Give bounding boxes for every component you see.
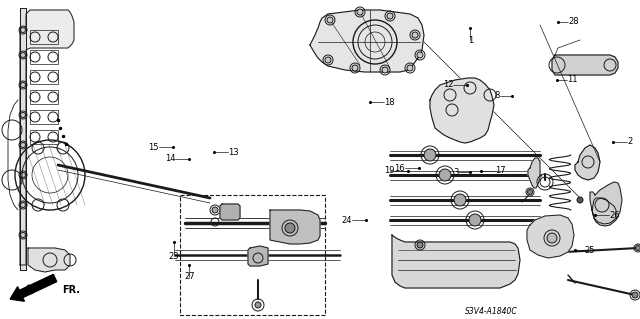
Circle shape bbox=[636, 246, 640, 250]
Polygon shape bbox=[20, 10, 74, 265]
Circle shape bbox=[632, 292, 638, 298]
Circle shape bbox=[424, 149, 436, 161]
Text: 14: 14 bbox=[165, 154, 175, 163]
Text: 8: 8 bbox=[495, 91, 500, 100]
Text: 24: 24 bbox=[342, 216, 352, 225]
Circle shape bbox=[417, 242, 423, 248]
Polygon shape bbox=[270, 210, 320, 244]
Circle shape bbox=[357, 9, 363, 15]
Circle shape bbox=[412, 32, 418, 38]
Polygon shape bbox=[392, 235, 520, 288]
Text: 18: 18 bbox=[384, 98, 394, 107]
Circle shape bbox=[20, 83, 26, 87]
Circle shape bbox=[20, 113, 26, 117]
Circle shape bbox=[352, 65, 358, 71]
Text: 12: 12 bbox=[443, 80, 453, 89]
Text: S3V4-A1840C: S3V4-A1840C bbox=[465, 308, 518, 316]
Circle shape bbox=[387, 13, 393, 19]
Circle shape bbox=[212, 207, 218, 213]
Text: 2: 2 bbox=[627, 137, 632, 146]
Text: 25: 25 bbox=[585, 246, 595, 255]
Circle shape bbox=[382, 67, 388, 73]
Text: 26: 26 bbox=[609, 211, 620, 220]
Circle shape bbox=[285, 223, 295, 233]
Bar bbox=[30, 30, 58, 44]
Circle shape bbox=[547, 233, 557, 243]
Circle shape bbox=[327, 17, 333, 23]
Circle shape bbox=[577, 197, 583, 203]
Polygon shape bbox=[28, 248, 70, 272]
Text: 19: 19 bbox=[384, 166, 394, 175]
Polygon shape bbox=[248, 246, 268, 266]
Bar bbox=[30, 90, 58, 104]
Bar bbox=[30, 130, 58, 144]
Polygon shape bbox=[430, 78, 494, 143]
Circle shape bbox=[20, 53, 26, 57]
Circle shape bbox=[527, 189, 532, 195]
Polygon shape bbox=[310, 10, 424, 72]
Circle shape bbox=[469, 214, 481, 226]
Text: 1: 1 bbox=[468, 36, 473, 45]
Polygon shape bbox=[527, 215, 574, 258]
Text: FR.: FR. bbox=[62, 285, 80, 295]
Circle shape bbox=[407, 65, 413, 71]
Polygon shape bbox=[528, 158, 540, 188]
Polygon shape bbox=[590, 182, 622, 226]
Circle shape bbox=[20, 173, 26, 177]
Circle shape bbox=[454, 194, 466, 206]
Text: 23: 23 bbox=[169, 252, 179, 261]
Polygon shape bbox=[20, 8, 26, 270]
Circle shape bbox=[439, 169, 451, 181]
Polygon shape bbox=[552, 55, 618, 75]
Bar bbox=[30, 50, 58, 64]
Circle shape bbox=[20, 143, 26, 147]
Polygon shape bbox=[220, 204, 240, 220]
Circle shape bbox=[20, 203, 26, 207]
Circle shape bbox=[255, 302, 261, 308]
Text: 13: 13 bbox=[228, 148, 239, 157]
Text: 16: 16 bbox=[395, 164, 405, 173]
Text: 15: 15 bbox=[148, 143, 159, 152]
Circle shape bbox=[417, 52, 423, 58]
FancyArrow shape bbox=[10, 274, 57, 301]
Text: 27: 27 bbox=[184, 272, 195, 281]
Polygon shape bbox=[575, 145, 600, 180]
Circle shape bbox=[325, 57, 331, 63]
Bar bbox=[30, 70, 58, 84]
Bar bbox=[30, 110, 58, 124]
Text: 11: 11 bbox=[567, 75, 577, 84]
Circle shape bbox=[20, 27, 26, 33]
Circle shape bbox=[20, 233, 26, 238]
Bar bbox=[180, 195, 325, 315]
Text: 28: 28 bbox=[568, 17, 579, 26]
Text: 3: 3 bbox=[453, 168, 458, 177]
Text: 17: 17 bbox=[495, 166, 506, 175]
